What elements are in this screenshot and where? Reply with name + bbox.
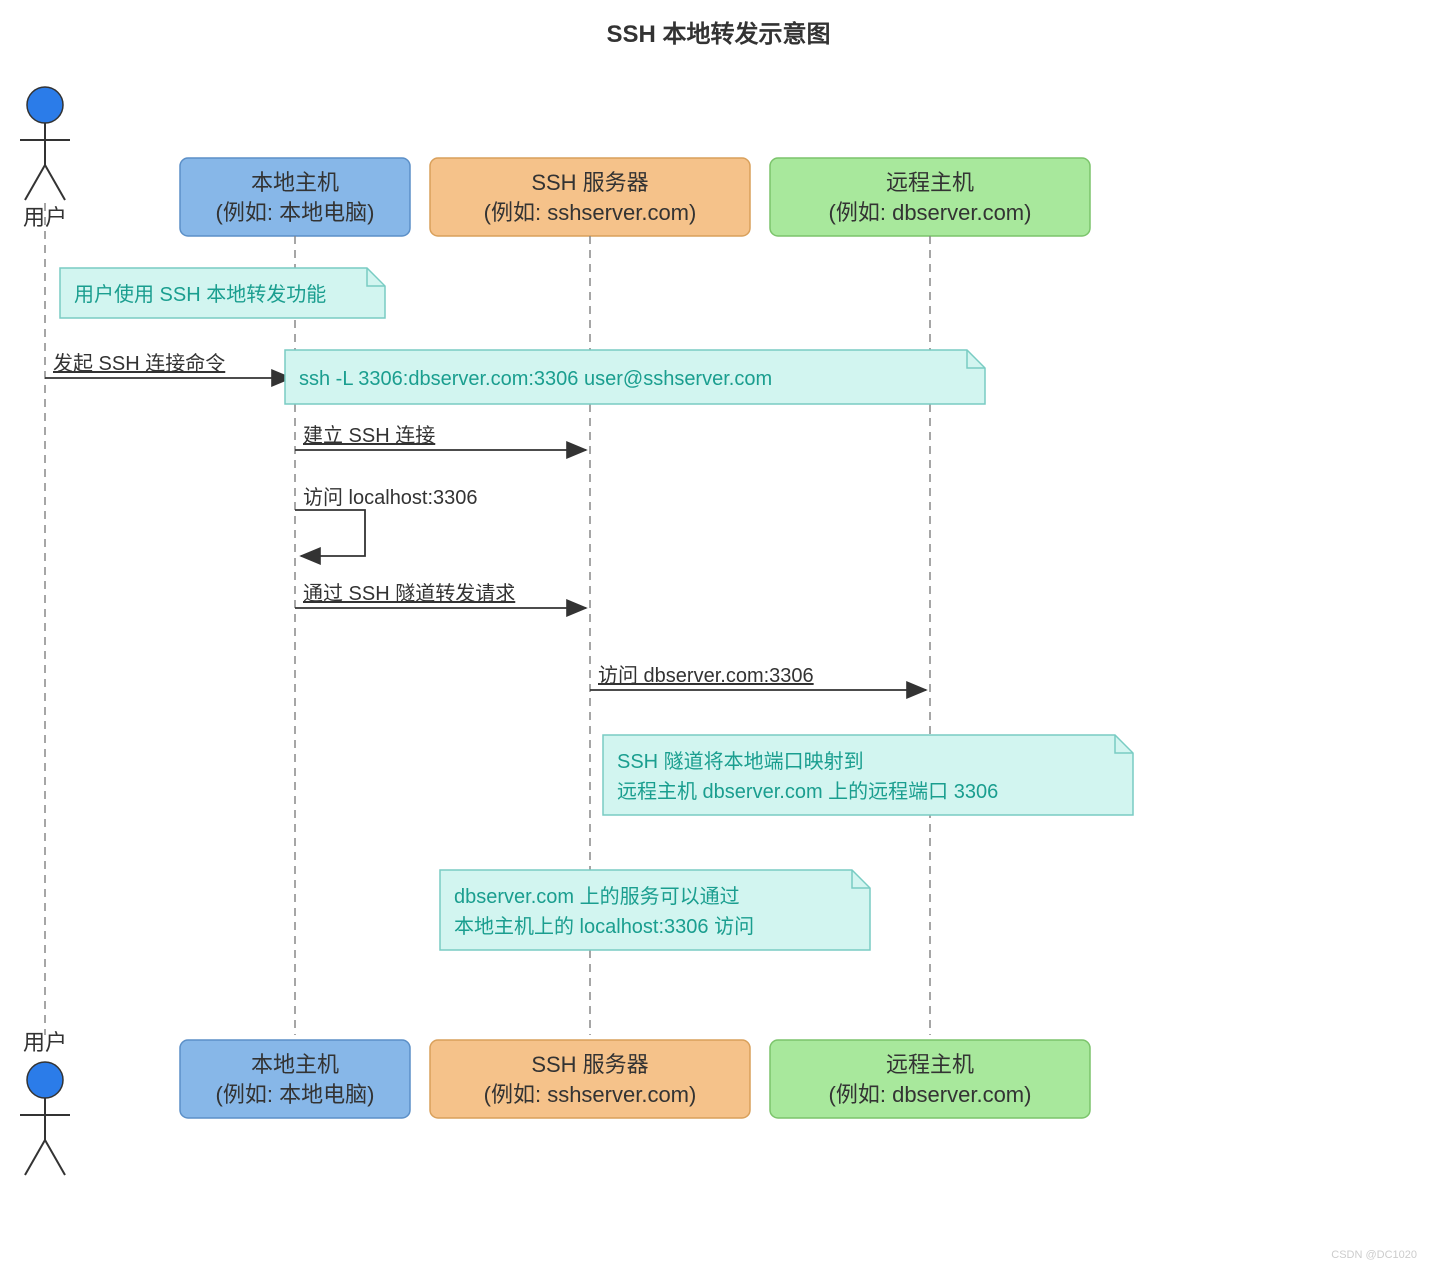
participant-ssh: SSH 服务器 (例如: sshserver.com) (430, 1040, 750, 1118)
actor-user (20, 1062, 70, 1175)
m3: 访问 localhost:3306 (295, 486, 478, 556)
svg-text:(例如: 本地电脑): (例如: 本地电脑) (216, 1082, 375, 1107)
svg-text:(例如: 本地电脑): (例如: 本地电脑) (216, 200, 375, 225)
svg-text:本地主机: 本地主机 (251, 170, 339, 195)
svg-text:本地主机上的 localhost:3306 访问: 本地主机上的 localhost:3306 访问 (454, 915, 754, 938)
note2: ssh -L 3306:dbserver.com:3306 user@sshse… (285, 350, 985, 404)
m4: 通过 SSH 隧道转发请求 (295, 582, 586, 608)
svg-text:本地主机: 本地主机 (251, 1052, 339, 1077)
svg-text:远程主机: 远程主机 (886, 1052, 974, 1077)
svg-text:远程主机: 远程主机 (886, 170, 974, 195)
svg-text:dbserver.com 上的服务可以通过: dbserver.com 上的服务可以通过 (454, 885, 740, 908)
svg-text:通过 SSH 隧道转发请求: 通过 SSH 隧道转发请求 (303, 582, 515, 605)
svg-text:SSH 服务器: SSH 服务器 (531, 1052, 648, 1077)
svg-text:访问 dbserver.com:3306: 访问 dbserver.com:3306 (598, 664, 814, 687)
svg-text:ssh -L 3306:dbserver.com:3306: ssh -L 3306:dbserver.com:3306 user@sshse… (299, 368, 772, 390)
participant-ssh: SSH 服务器 (例如: sshserver.com) (430, 158, 750, 236)
m5: 访问 dbserver.com:3306 (590, 664, 926, 690)
participant-remote: 远程主机 (例如: dbserver.com) (770, 158, 1090, 236)
watermark: CSDN @DC1020 (1331, 1249, 1417, 1261)
participant-local: 本地主机 (例如: 本地电脑) (180, 158, 410, 236)
svg-text:SSH 隧道将本地端口映射到: SSH 隧道将本地端口映射到 (617, 750, 864, 773)
actor-user (20, 87, 70, 200)
svg-text:(例如: dbserver.com): (例如: dbserver.com) (829, 1082, 1032, 1107)
diagram-title: SSH 本地转发示意图 (606, 20, 830, 48)
svg-text:建立 SSH 连接: 建立 SSH 连接 (303, 424, 435, 447)
svg-text:用户: 用户 (23, 1030, 67, 1055)
note1: 用户使用 SSH 本地转发功能 (60, 268, 385, 318)
svg-text:(例如: dbserver.com): (例如: dbserver.com) (829, 200, 1032, 225)
svg-text:(例如: sshserver.com): (例如: sshserver.com) (484, 1082, 697, 1107)
participant-local: 本地主机 (例如: 本地电脑) (180, 1040, 410, 1118)
note4: dbserver.com 上的服务可以通过本地主机上的 localhost:33… (440, 870, 870, 950)
svg-text:(例如: sshserver.com): (例如: sshserver.com) (484, 200, 697, 225)
m1: 发起 SSH 连接命令 (45, 352, 291, 378)
svg-text:发起 SSH 连接命令: 发起 SSH 连接命令 (53, 352, 225, 375)
participant-remote: 远程主机 (例如: dbserver.com) (770, 1040, 1090, 1118)
m2: 建立 SSH 连接 (295, 424, 586, 450)
note3: SSH 隧道将本地端口映射到远程主机 dbserver.com 上的远程端口 3… (603, 735, 1133, 815)
svg-text:访问 localhost:3306: 访问 localhost:3306 (303, 486, 478, 509)
svg-text:远程主机 dbserver.com 上的远程端口 3306: 远程主机 dbserver.com 上的远程端口 3306 (617, 780, 998, 803)
svg-text:用户使用 SSH 本地转发功能: 用户使用 SSH 本地转发功能 (74, 283, 326, 306)
svg-text:SSH 服务器: SSH 服务器 (531, 170, 648, 195)
